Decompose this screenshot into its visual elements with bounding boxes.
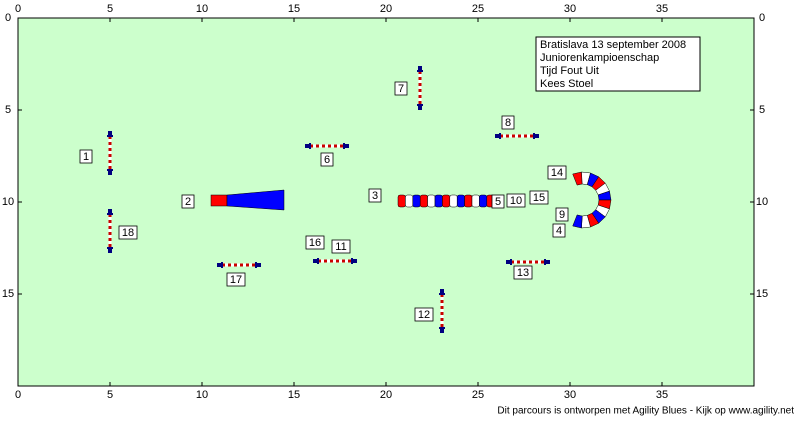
weave-pole bbox=[449, 194, 458, 208]
x-tick-label-bottom: 20 bbox=[380, 389, 392, 401]
obstacle-number: 14 bbox=[551, 167, 563, 179]
obstacle-number: 11 bbox=[335, 241, 346, 253]
weave-pole bbox=[464, 194, 473, 208]
tunnel-entry bbox=[210, 194, 228, 207]
weave-pole bbox=[405, 194, 414, 208]
obstacle-number: 4 bbox=[556, 225, 562, 237]
x-tick-label-top: 0 bbox=[15, 3, 21, 15]
x-tick-label-top: 15 bbox=[288, 3, 300, 15]
number-box bbox=[529, 190, 549, 205]
y-tick-label-right: 5 bbox=[759, 104, 765, 116]
obstacle-number: 15 bbox=[533, 192, 545, 204]
obstacle-number: 3 bbox=[372, 190, 378, 202]
number-box bbox=[414, 307, 434, 322]
weave-pole bbox=[427, 194, 436, 208]
weave-pole bbox=[434, 194, 443, 208]
obstacle-number: 6 bbox=[324, 154, 330, 166]
x-tick-label-bottom: 10 bbox=[196, 389, 208, 401]
weave-pole bbox=[419, 194, 428, 208]
y-tick-label-left: 5 bbox=[5, 104, 11, 116]
info-line: Kees Stoel bbox=[540, 78, 593, 90]
x-tick-label-top: 20 bbox=[380, 3, 392, 15]
tunnel bbox=[226, 189, 285, 211]
obstacle-number: 17 bbox=[230, 274, 242, 286]
info-line: Bratislava 13 september 2008 bbox=[540, 39, 686, 51]
weave-pole bbox=[412, 194, 421, 208]
obstacle-number: 12 bbox=[418, 309, 430, 321]
weave-pole bbox=[442, 194, 451, 208]
y-tick-label-left: 10 bbox=[2, 196, 14, 208]
weave-pole bbox=[471, 194, 480, 208]
y-tick-label-right: 15 bbox=[756, 288, 768, 300]
x-tick-label-bottom: 5 bbox=[107, 389, 113, 401]
number-box bbox=[305, 235, 325, 250]
y-tick-label-left: 15 bbox=[2, 288, 14, 300]
number-box bbox=[226, 272, 246, 287]
number-box bbox=[555, 207, 569, 222]
info-line: Juniorenkampioenschap bbox=[540, 52, 659, 64]
weave-pole bbox=[456, 194, 465, 208]
footer: Dit parcours is ontworpen met Agility Bl… bbox=[497, 406, 794, 417]
number-box bbox=[181, 194, 195, 209]
number-box bbox=[552, 223, 566, 238]
y-tick-label-right: 10 bbox=[756, 196, 768, 208]
number-box bbox=[501, 115, 515, 130]
y-tick-label-left: 0 bbox=[5, 12, 11, 24]
obstacle-number: 5 bbox=[495, 196, 501, 208]
x-tick-label-bottom: 30 bbox=[564, 389, 576, 401]
x-tick-label-top: 10 bbox=[196, 3, 208, 15]
obstacle-number: 16 bbox=[309, 237, 321, 249]
x-tick-label-bottom: 25 bbox=[472, 389, 484, 401]
x-tick-label-bottom: 0 bbox=[15, 389, 21, 401]
number-box bbox=[491, 194, 505, 209]
number-box bbox=[368, 188, 382, 203]
number-box bbox=[547, 165, 567, 180]
obstacle-number: 1 bbox=[83, 151, 89, 163]
number-box bbox=[394, 81, 408, 96]
number-box bbox=[79, 149, 93, 164]
x-tick-label-bottom: 15 bbox=[288, 389, 300, 401]
x-tick-label-bottom: 35 bbox=[656, 389, 668, 401]
weave-pole bbox=[479, 194, 488, 208]
obstacle-number: 8 bbox=[505, 117, 511, 129]
x-tick-label-top: 30 bbox=[564, 3, 576, 15]
number-box bbox=[320, 152, 334, 167]
x-tick-label-top: 35 bbox=[656, 3, 668, 15]
info-line: Tijd Fout Uit bbox=[540, 65, 599, 77]
number-box bbox=[506, 193, 526, 208]
weave-pole bbox=[397, 194, 406, 208]
obstacle-number: 10 bbox=[510, 195, 522, 207]
x-tick-label-top: 5 bbox=[107, 3, 113, 15]
curved-tunnel-segment bbox=[572, 214, 583, 229]
obstacle-number: 7 bbox=[398, 83, 404, 95]
number-box bbox=[513, 265, 533, 280]
obstacle-number: 2 bbox=[185, 196, 191, 208]
x-tick-label-top: 25 bbox=[472, 3, 484, 15]
y-tick-label-right: 0 bbox=[759, 12, 765, 24]
obstacle-number: 9 bbox=[559, 209, 565, 221]
obstacle-number: 13 bbox=[517, 267, 529, 279]
info-box bbox=[535, 36, 701, 92]
number-box bbox=[118, 225, 138, 240]
obstacle-number: 18 bbox=[122, 227, 134, 239]
number-box bbox=[331, 239, 351, 254]
